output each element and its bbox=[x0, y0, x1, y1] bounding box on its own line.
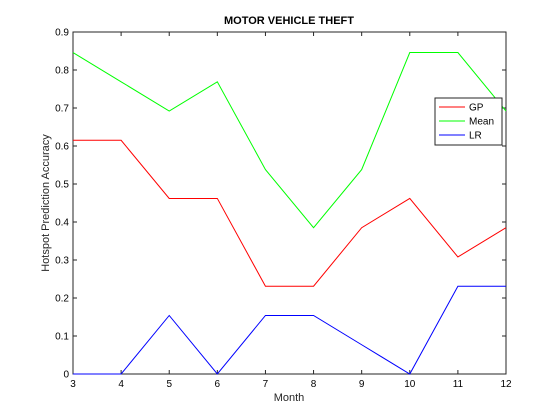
plot-area: 3 4 5 6 7 8 9 10 11 12 0 0.1 0.2 0.3 0.4 0.5 0.6 0.7 0.8 0.… bbox=[55, 28, 512, 391]
y-tick-label: 0.6 bbox=[55, 142, 69, 153]
legend-label-lr: LR bbox=[469, 131, 482, 142]
y-tick-label: 0.1 bbox=[55, 332, 69, 343]
x-tick-label: 8 bbox=[311, 379, 317, 390]
y-tick-label: 0.5 bbox=[55, 180, 69, 191]
series-line-lr bbox=[73, 285, 506, 375]
x-tick-label: 6 bbox=[215, 379, 221, 390]
series-line-mean bbox=[72, 52, 507, 229]
x-tick-label: 5 bbox=[166, 379, 172, 390]
y-tick-label: 0.8 bbox=[55, 66, 69, 77]
y-tick-label: 0.2 bbox=[55, 294, 69, 305]
legend-label-gp: GP bbox=[469, 103, 484, 114]
x-tick-label: 7 bbox=[263, 379, 269, 390]
x-tick-label: 4 bbox=[118, 379, 124, 390]
y-tick-label: 0 bbox=[63, 370, 69, 381]
series-line-gp bbox=[73, 139, 507, 287]
x-tick-label: 9 bbox=[359, 379, 365, 390]
y-tick-label: 0.9 bbox=[55, 28, 69, 39]
x-axis-label: Month bbox=[274, 392, 305, 404]
x-tick-label: 3 bbox=[70, 379, 76, 390]
x-tick-label: 11 bbox=[453, 379, 464, 390]
chart-title: MOTOR VEHICLE THEFT bbox=[224, 15, 354, 27]
y-tick-label: 0.4 bbox=[55, 218, 69, 229]
y-axis-label: Hotspot Prediction Accuracy bbox=[40, 134, 52, 272]
legend-label-mean: Mean bbox=[469, 117, 494, 128]
y-tick-label: 0.7 bbox=[55, 104, 69, 115]
y-tick-label: 0.3 bbox=[55, 256, 69, 267]
legend: GP Mean LR bbox=[434, 97, 503, 146]
series-lines bbox=[72, 52, 507, 375]
axis-ticks: 3 4 5 6 7 8 9 10 11 12 0 0.1 0.2 0.3 0.4 0.5 0.6 0.7 0.8 0.… bbox=[55, 28, 512, 391]
x-tick-label: 10 bbox=[404, 379, 416, 390]
plot-frame bbox=[72, 31, 507, 375]
x-tick-label: 12 bbox=[500, 379, 512, 390]
